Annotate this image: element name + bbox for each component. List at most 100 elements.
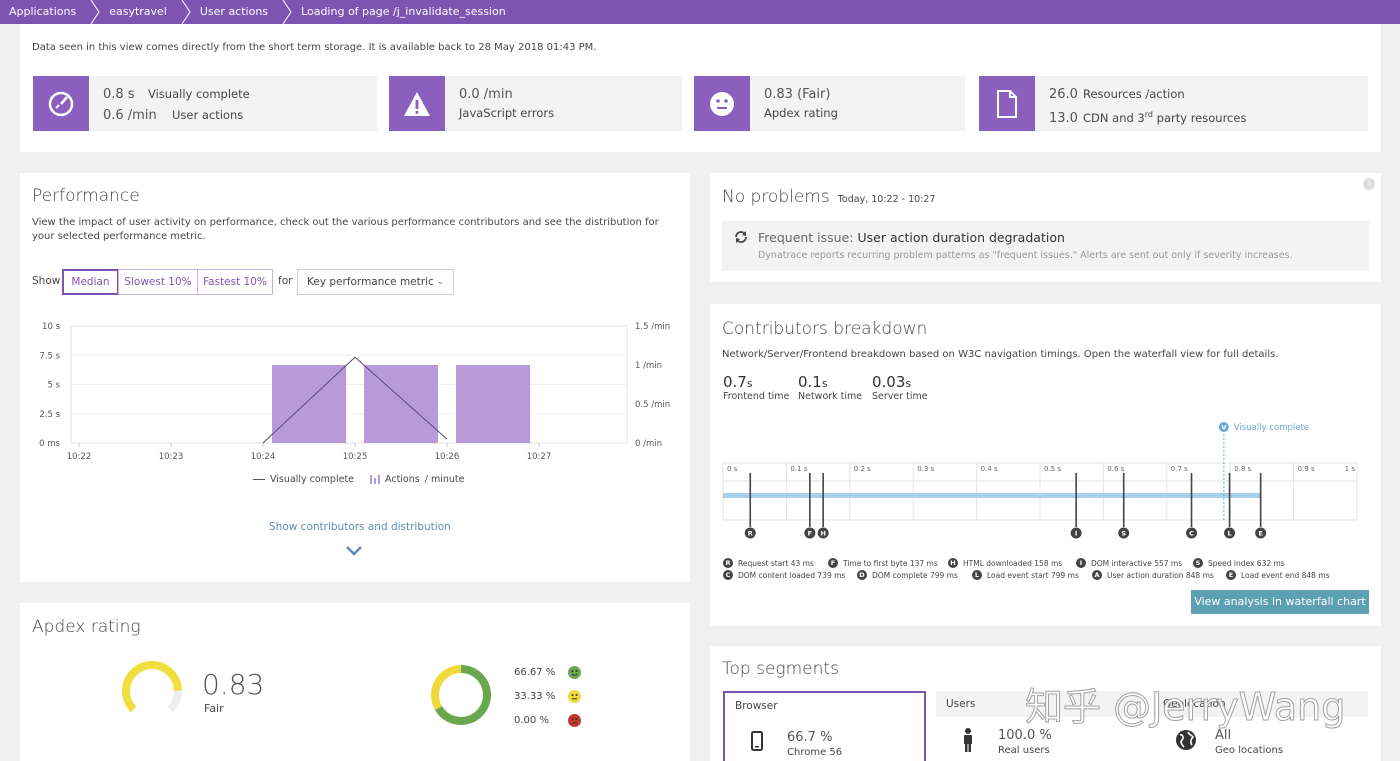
apdex-pct: 66.67 % xyxy=(514,667,556,678)
recurring-icon xyxy=(733,230,749,247)
contributors-description: Network/Server/Frontend breakdown based … xyxy=(722,349,1279,360)
apdex-label: Fair xyxy=(204,702,224,715)
y-left-tick: 0 ms xyxy=(39,439,60,449)
contributor-server: 0.03s Server time xyxy=(872,373,928,402)
actions-bar[interactable] xyxy=(272,365,346,443)
marker-legend-item: S Speed index 632 ms xyxy=(1193,558,1285,568)
marker-label: Speed index 632 ms xyxy=(1208,558,1285,568)
timeline-marker[interactable] xyxy=(1070,527,1082,539)
for-label: for xyxy=(278,275,293,287)
show-contributors-link[interactable]: Show contributors and distribution xyxy=(269,521,451,533)
marker-legend-item: E Load event end 848 ms xyxy=(1226,570,1330,580)
breadcrumb: Applications easytravel User actions Loa… xyxy=(0,0,1400,24)
timeline-scale-label: 0.5 s xyxy=(1044,465,1061,473)
visually-complete-marker-letter: V xyxy=(1221,424,1226,432)
kpi-apdex[interactable]: 0.83 (Fair) Apdex rating xyxy=(694,76,965,131)
performance-panel: Performance View the impact of user acti… xyxy=(20,173,690,582)
visually-complete-marker xyxy=(1218,422,1229,432)
marker-badge: C xyxy=(723,570,733,580)
actions-bar[interactable] xyxy=(456,365,530,443)
breadcrumb-current-page: Loading of page /j_invalidate_session xyxy=(301,5,506,18)
timeline-scale-label: 0 s xyxy=(727,465,738,473)
segment-card-users[interactable]: Users 100.0 % Real users xyxy=(936,691,1139,761)
timeline-scale-label: 0.1 s xyxy=(790,465,807,473)
x-tick-label: 10:22 xyxy=(67,452,92,462)
timeline-marker[interactable] xyxy=(1255,527,1267,539)
performance-chart: 10 s 7.5 s 5 s 2.5 s 0 ms 1.5 /min 1 /min 0.5 /… xyxy=(39,322,670,462)
segment-sub: Chrome 56 xyxy=(787,747,843,758)
gauge-icon xyxy=(33,76,89,131)
performance-title: Performance xyxy=(32,186,140,206)
breadcrumb-separator-icon xyxy=(90,0,100,24)
waterfall-button[interactable]: View analysis in waterfall chart xyxy=(1191,590,1369,614)
timeline-marker-letter: L xyxy=(1227,530,1231,538)
marker-badge: E xyxy=(1226,570,1236,580)
info-icon[interactable]: i xyxy=(1363,178,1375,190)
tab-median[interactable]: Median xyxy=(62,269,119,295)
tab-fastest-10[interactable]: Fastest 10% xyxy=(197,269,273,295)
performance-description: View the impact of user activity on perf… xyxy=(32,217,659,242)
globe-icon xyxy=(1175,729,1197,754)
y-left-tick: 10 s xyxy=(42,322,61,332)
timeline-marker[interactable] xyxy=(817,527,829,539)
segment-head: Browser xyxy=(725,693,924,719)
bar-legend-icon xyxy=(370,475,381,484)
frequent-issue-box[interactable]: Frequent issue: User action duration deg… xyxy=(722,221,1369,271)
timeline-scale-label: 0.2 s xyxy=(854,465,871,473)
metric-select-value: Key performance metric xyxy=(307,276,434,288)
actions-bar[interactable] xyxy=(364,365,438,443)
kpi-visually-complete[interactable]: 0.8 s Visually complete 0.6 /min User acti… xyxy=(33,76,377,131)
timeline-scale-label: 0.8 s xyxy=(1234,465,1251,473)
breadcrumb-applications[interactable]: Applications xyxy=(9,5,77,18)
y-left-tick: 5 s xyxy=(47,381,60,391)
timeline-marker[interactable] xyxy=(1118,527,1130,539)
sad-face-icon xyxy=(568,714,581,727)
metric-select[interactable]: Key performance metric ⌄ xyxy=(297,269,454,295)
x-tick-label: 10:23 xyxy=(159,452,184,462)
timeline-marker-letter: F xyxy=(808,530,812,538)
segment-value: 66.7 % xyxy=(787,730,833,745)
breadcrumb-separator-icon xyxy=(181,0,191,24)
chevron-down-icon: ⌄ xyxy=(436,277,444,287)
timeline-marker[interactable] xyxy=(1224,527,1236,539)
timeline-marker-letter: H xyxy=(820,530,825,538)
visually-complete-label: Visually complete xyxy=(1234,423,1309,433)
kpi-value: 0.6 /min xyxy=(103,108,157,123)
segment-card-browser[interactable]: Browser 66.7 % Chrome 56 xyxy=(723,691,926,761)
visually-complete-line xyxy=(262,356,448,444)
show-label: Show xyxy=(32,275,61,287)
kpi-resources[interactable]: 26.0 Resources /action 13.0 CDN and 3rd pa… xyxy=(979,76,1368,131)
segment-card-geolocation[interactable]: Geolocation All Geo locations xyxy=(1153,691,1368,761)
person-icon xyxy=(962,728,974,755)
y-right-tick: 0 /min xyxy=(635,439,662,449)
tab-slowest-10[interactable]: Slowest 10% xyxy=(118,269,198,295)
marker-label: Time to first byte 137 ms xyxy=(843,558,938,568)
kpi-label: Apdex rating xyxy=(764,106,838,120)
apdex-donut xyxy=(431,665,491,725)
breadcrumb-user-actions[interactable]: User actions xyxy=(199,5,269,18)
marker-legend-item: C DOM content loaded 739 ms xyxy=(723,570,845,580)
marker-label: DOM complete 799 ms xyxy=(872,570,958,580)
timeline-bar xyxy=(723,493,1261,498)
timeline-marker[interactable] xyxy=(1186,527,1198,539)
timeline-marker[interactable] xyxy=(744,527,756,539)
marker-label: DOM interactive 557 ms xyxy=(1091,558,1183,568)
legend-per-minute: / minute xyxy=(424,474,465,485)
segment-head: Users xyxy=(936,691,1139,717)
marker-legend-item: I DOM interactive 557 ms xyxy=(1076,558,1182,568)
timeline-marker[interactable] xyxy=(804,527,816,539)
kpi-javascript-errors[interactable]: 0.0 /min JavaScript errors xyxy=(389,76,682,131)
kpi-value: 0.83 (Fair) xyxy=(764,87,831,102)
segment-value: 100.0 % xyxy=(998,728,1052,743)
y-left-tick: 7.5 s xyxy=(39,351,60,361)
marker-legend-item: L Load event start 799 ms xyxy=(972,570,1079,580)
gauge-fill xyxy=(122,661,182,713)
timeline-marker-letter: E xyxy=(1258,530,1262,538)
marker-label: Load event start 799 ms xyxy=(987,570,1079,580)
marker-label: Request start 43 ms xyxy=(738,558,814,568)
timeline-marker-letter: C xyxy=(1189,530,1194,538)
breadcrumb-easytravel[interactable]: easytravel xyxy=(109,5,167,18)
apdex-title: Apdex rating xyxy=(32,617,141,637)
expand-chevron-icon[interactable] xyxy=(345,545,363,560)
mobile-icon xyxy=(751,731,763,754)
